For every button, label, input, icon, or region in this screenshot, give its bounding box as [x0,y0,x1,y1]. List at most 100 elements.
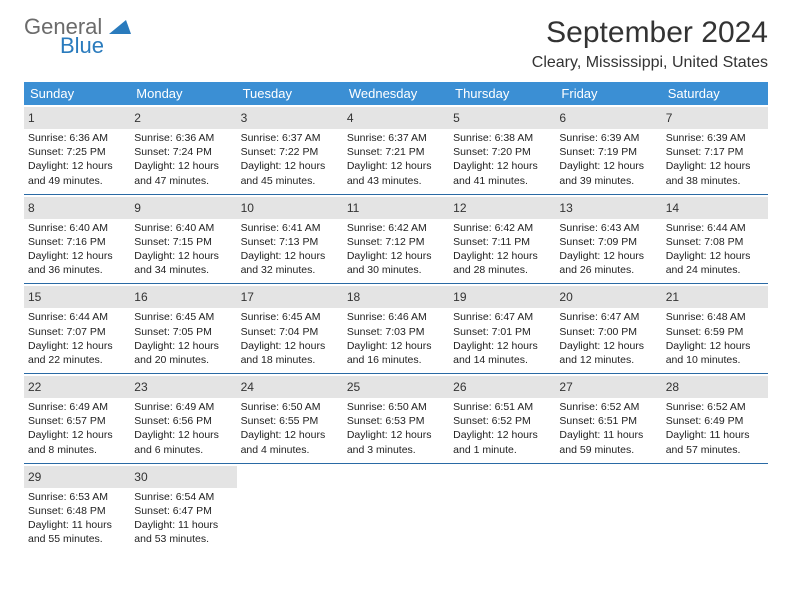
day-daylight-line1: Daylight: 12 hours [347,249,445,263]
day-sunrise: Sunrise: 6:50 AM [347,400,445,414]
day-daylight-line1: Daylight: 12 hours [347,159,445,173]
day-sunset: Sunset: 6:53 PM [347,414,445,428]
day-sunset: Sunset: 7:11 PM [453,235,551,249]
day-number-row: 2 [130,107,236,129]
day-daylight-line2: and 39 minutes. [559,174,657,188]
dow-monday: Monday [130,82,236,105]
calendar-day: 12Sunrise: 6:42 AMSunset: 7:11 PMDayligh… [449,195,555,284]
day-number-row: 21 [662,286,768,308]
day-daylight-line2: and 8 minutes. [28,443,126,457]
calendar-day-empty [343,464,449,553]
calendar-day: 11Sunrise: 6:42 AMSunset: 7:12 PMDayligh… [343,195,449,284]
calendar-day: 5Sunrise: 6:38 AMSunset: 7:20 PMDaylight… [449,105,555,194]
day-number: 12 [453,201,466,215]
day-number: 2 [134,111,141,125]
day-number-row: 18 [343,286,449,308]
day-number-row: 13 [555,197,661,219]
day-sunrise: Sunrise: 6:48 AM [666,310,764,324]
day-number-row: 7 [662,107,768,129]
day-sunrise: Sunrise: 6:46 AM [347,310,445,324]
day-number: 17 [241,290,254,304]
day-sunrise: Sunrise: 6:39 AM [559,131,657,145]
location-text: Cleary, Mississippi, United States [532,54,768,72]
calendar-week: 22Sunrise: 6:49 AMSunset: 6:57 PMDayligh… [24,374,768,464]
day-number-row: 24 [237,376,343,398]
day-sunrise: Sunrise: 6:44 AM [28,310,126,324]
day-number-row: 6 [555,107,661,129]
day-number: 18 [347,290,360,304]
day-sunrise: Sunrise: 6:40 AM [28,221,126,235]
calendar-day: 26Sunrise: 6:51 AMSunset: 6:52 PMDayligh… [449,374,555,463]
day-sunrise: Sunrise: 6:36 AM [134,131,232,145]
day-sunrise: Sunrise: 6:53 AM [28,490,126,504]
logo: General Blue [24,16,131,57]
day-daylight-line2: and 34 minutes. [134,263,232,277]
day-sunset: Sunset: 6:59 PM [666,325,764,339]
day-sunset: Sunset: 6:51 PM [559,414,657,428]
dow-sunday: Sunday [24,82,130,105]
calendar-day: 16Sunrise: 6:45 AMSunset: 7:05 PMDayligh… [130,284,236,373]
day-number-row: 23 [130,376,236,398]
day-number-row: 15 [24,286,130,308]
calendar-day: 6Sunrise: 6:39 AMSunset: 7:19 PMDaylight… [555,105,661,194]
calendar-day: 24Sunrise: 6:50 AMSunset: 6:55 PMDayligh… [237,374,343,463]
day-daylight-line1: Daylight: 12 hours [453,249,551,263]
day-daylight-line1: Daylight: 11 hours [134,518,232,532]
dow-wednesday: Wednesday [343,82,449,105]
day-number: 28 [666,380,679,394]
day-number: 23 [134,380,147,394]
day-number-row: 28 [662,376,768,398]
day-sunset: Sunset: 7:20 PM [453,145,551,159]
page-header: General Blue September 2024 Cleary, Miss… [24,16,768,72]
day-sunset: Sunset: 7:19 PM [559,145,657,159]
day-sunset: Sunset: 7:09 PM [559,235,657,249]
logo-triangle-icon [109,18,131,39]
day-sunrise: Sunrise: 6:51 AM [453,400,551,414]
day-daylight-line1: Daylight: 11 hours [28,518,126,532]
day-number-row: 20 [555,286,661,308]
day-sunrise: Sunrise: 6:49 AM [134,400,232,414]
day-daylight-line2: and 26 minutes. [559,263,657,277]
day-sunrise: Sunrise: 6:49 AM [28,400,126,414]
day-number-row: 27 [555,376,661,398]
day-number-row: 4 [343,107,449,129]
calendar-day: 3Sunrise: 6:37 AMSunset: 7:22 PMDaylight… [237,105,343,194]
day-sunset: Sunset: 7:17 PM [666,145,764,159]
calendar-week: 29Sunrise: 6:53 AMSunset: 6:48 PMDayligh… [24,464,768,553]
calendar-day: 15Sunrise: 6:44 AMSunset: 7:07 PMDayligh… [24,284,130,373]
day-daylight-line2: and 4 minutes. [241,443,339,457]
day-sunset: Sunset: 7:08 PM [666,235,764,249]
day-daylight-line2: and 57 minutes. [666,443,764,457]
day-daylight-line2: and 1 minute. [453,443,551,457]
day-number: 1 [28,111,35,125]
day-number: 7 [666,111,673,125]
calendar-day: 20Sunrise: 6:47 AMSunset: 7:00 PMDayligh… [555,284,661,373]
day-sunset: Sunset: 6:47 PM [134,504,232,518]
day-daylight-line2: and 41 minutes. [453,174,551,188]
day-number: 5 [453,111,460,125]
calendar-day: 14Sunrise: 6:44 AMSunset: 7:08 PMDayligh… [662,195,768,284]
day-sunrise: Sunrise: 6:52 AM [666,400,764,414]
day-sunset: Sunset: 7:13 PM [241,235,339,249]
day-number: 21 [666,290,679,304]
day-daylight-line1: Daylight: 12 hours [28,249,126,263]
dow-tuesday: Tuesday [237,82,343,105]
day-sunrise: Sunrise: 6:41 AM [241,221,339,235]
day-number: 10 [241,201,254,215]
day-daylight-line1: Daylight: 12 hours [134,428,232,442]
calendar-day-empty [237,464,343,553]
day-sunset: Sunset: 7:25 PM [28,145,126,159]
day-daylight-line2: and 49 minutes. [28,174,126,188]
day-sunrise: Sunrise: 6:45 AM [134,310,232,324]
calendar-day: 23Sunrise: 6:49 AMSunset: 6:56 PMDayligh… [130,374,236,463]
calendar-day: 22Sunrise: 6:49 AMSunset: 6:57 PMDayligh… [24,374,130,463]
day-daylight-line1: Daylight: 12 hours [453,159,551,173]
day-daylight-line2: and 47 minutes. [134,174,232,188]
day-number: 20 [559,290,572,304]
day-daylight-line1: Daylight: 12 hours [134,159,232,173]
day-sunset: Sunset: 6:48 PM [28,504,126,518]
calendar-day-empty [449,464,555,553]
day-daylight-line1: Daylight: 12 hours [241,339,339,353]
day-daylight-line2: and 12 minutes. [559,353,657,367]
day-daylight-line1: Daylight: 12 hours [453,428,551,442]
